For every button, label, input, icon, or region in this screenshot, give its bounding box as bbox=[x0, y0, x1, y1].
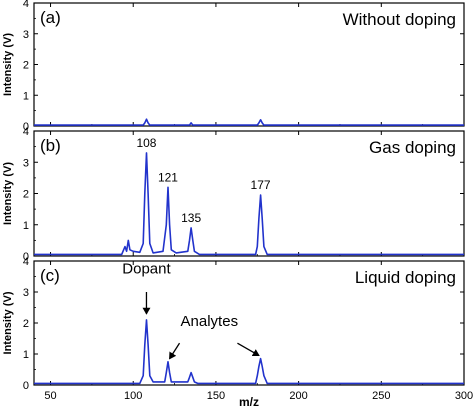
panel-3: 0 1 2 3 4 Intensity (V) (c) Liquid doping Dopant… bbox=[2, 256, 465, 392]
panel-title: Liquid doping bbox=[355, 268, 456, 287]
series-line bbox=[34, 319, 464, 385]
peak-label: 121 bbox=[158, 170, 178, 184]
y-tick-label: 3 bbox=[23, 157, 29, 169]
x-tick-label: 250 bbox=[372, 390, 390, 402]
y-tick-label: 3 bbox=[23, 287, 29, 299]
x-tick-label: 300 bbox=[455, 390, 473, 402]
y-tick-label: 2 bbox=[23, 60, 29, 72]
x-tick-label: 150 bbox=[207, 390, 225, 402]
peak-label: 135 bbox=[181, 211, 201, 225]
annotation-label: Dopant bbox=[122, 260, 171, 277]
y-tick-label: 0 bbox=[23, 251, 29, 263]
panel-title: Gas doping bbox=[369, 138, 456, 157]
y-tick-label: 0 bbox=[23, 121, 29, 133]
y-tick-label: 2 bbox=[23, 189, 29, 201]
panel-title: Without doping bbox=[343, 10, 456, 29]
y-tick-label: 2 bbox=[23, 318, 29, 330]
annotation-label: Analytes bbox=[181, 313, 239, 330]
y-tick-label: 1 bbox=[23, 90, 29, 102]
panel-2: 0 1 2 3 4 Intensity (V) (b) Gas doping 108 121 135… bbox=[2, 126, 465, 263]
x-tick-label: 50 bbox=[44, 390, 56, 402]
x-axis-label: m/z bbox=[239, 395, 259, 409]
y-tick-label: 0 bbox=[23, 380, 29, 392]
y-tick-label: 4 bbox=[23, 256, 29, 268]
x-tick-label: 200 bbox=[289, 390, 307, 402]
y-tick-label: 4 bbox=[23, 0, 29, 10]
peak-label: 177 bbox=[251, 178, 271, 192]
y-tick-label: 1 bbox=[23, 349, 29, 361]
panel-label: (c) bbox=[40, 266, 60, 285]
annotation-arrow bbox=[169, 342, 181, 360]
y-tick-label: 1 bbox=[23, 220, 29, 232]
x-tick-label: 100 bbox=[124, 390, 142, 402]
y-axis-label: Intensity (V) bbox=[2, 291, 14, 354]
panel-label: (b) bbox=[40, 136, 61, 155]
y-tick-label: 4 bbox=[23, 126, 29, 138]
peak-label: 108 bbox=[136, 136, 156, 150]
y-axis-label: Intensity (V) bbox=[2, 33, 14, 96]
panel-1: 0 1 2 3 4 Intensity (V) (a) Without doping bbox=[2, 0, 465, 133]
y-tick-label: 3 bbox=[23, 29, 29, 41]
panel-label: (a) bbox=[40, 8, 61, 27]
series-line bbox=[34, 118, 464, 126]
series-line bbox=[34, 152, 464, 256]
y-axis-label: Intensity (V) bbox=[2, 162, 14, 225]
annotation-arrow bbox=[237, 342, 260, 357]
